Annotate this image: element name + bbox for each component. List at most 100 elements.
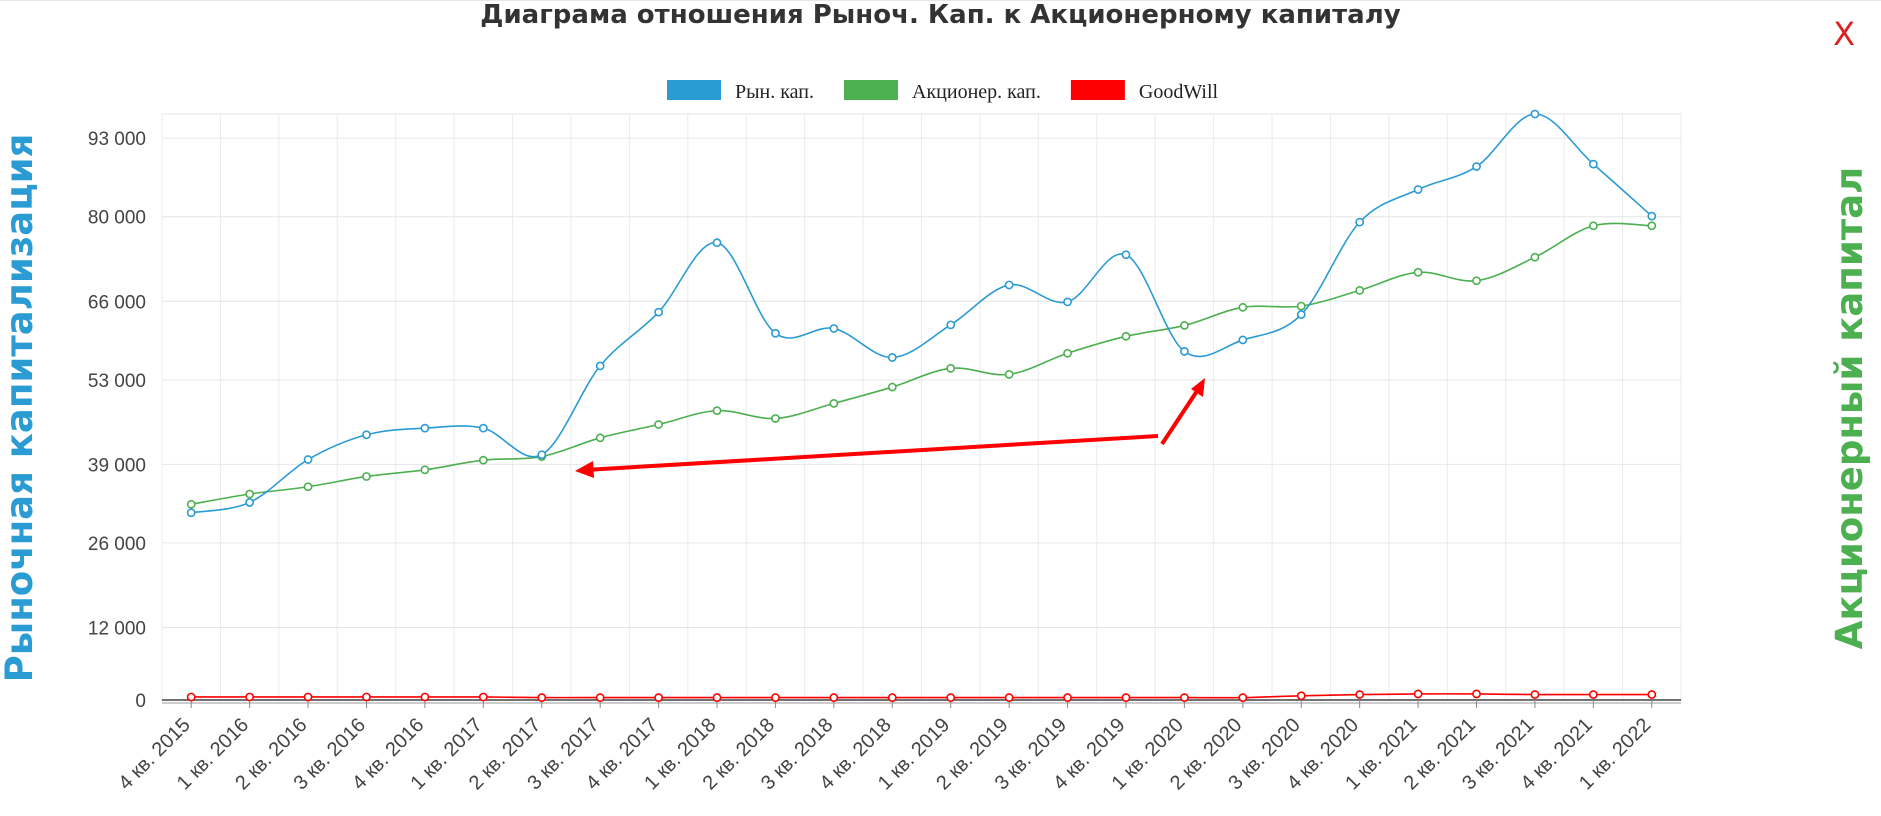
data-point[interactable] (1530, 109, 1540, 119)
data-point[interactable] (420, 465, 430, 475)
data-point[interactable] (771, 693, 780, 702)
y-tick-label: 66 000 (88, 292, 146, 313)
legend-swatch[interactable] (667, 80, 721, 100)
data-point[interactable] (1413, 267, 1423, 277)
data-point[interactable] (1238, 335, 1248, 345)
data-point[interactable] (829, 693, 839, 702)
data-point[interactable] (595, 693, 605, 702)
data-point[interactable] (186, 508, 196, 518)
annotation-arrow-long (584, 434, 1159, 472)
legend-label[interactable]: GoodWill (1139, 81, 1219, 103)
series-layer (186, 109, 1657, 702)
data-point[interactable] (303, 692, 313, 702)
data-point[interactable] (654, 420, 663, 429)
data-point[interactable] (887, 693, 897, 702)
data-point[interactable] (771, 414, 780, 423)
legend-label[interactable]: Рын. кап. (735, 81, 814, 103)
data-point[interactable] (1004, 693, 1014, 702)
legend-label[interactable]: Акционер. кап. (912, 81, 1041, 103)
data-point[interactable] (303, 455, 313, 464)
data-point[interactable] (537, 693, 547, 702)
data-point[interactable] (245, 498, 255, 507)
data-point[interactable] (1530, 690, 1540, 699)
data-point[interactable] (946, 320, 956, 330)
data-point[interactable] (1530, 252, 1540, 262)
annotation-arrows (575, 378, 1205, 478)
y-tick-label: 80 000 (88, 208, 146, 229)
data-point[interactable] (887, 382, 897, 392)
data-point[interactable] (245, 489, 255, 499)
data-point[interactable] (1180, 693, 1189, 702)
data-point[interactable] (1647, 690, 1657, 699)
data-point[interactable] (1647, 211, 1657, 221)
data-point[interactable] (245, 692, 255, 702)
data-point[interactable] (420, 692, 430, 702)
data-point[interactable] (946, 693, 956, 702)
y-tick-label: 26 000 (88, 534, 146, 555)
y-tick-label: 93 000 (88, 129, 146, 150)
data-point[interactable] (1413, 185, 1423, 194)
data-point[interactable] (712, 406, 722, 416)
data-point[interactable] (1472, 162, 1481, 171)
legend-swatch[interactable] (844, 80, 898, 100)
data-point[interactable] (712, 693, 722, 702)
data-point[interactable] (1121, 693, 1131, 702)
data-point[interactable] (1063, 348, 1072, 358)
data-point[interactable] (1063, 693, 1072, 702)
data-point[interactable] (654, 307, 663, 317)
data-point[interactable] (303, 482, 313, 492)
data-point[interactable] (1588, 159, 1598, 169)
data-point[interactable] (771, 328, 780, 338)
data-point[interactable] (186, 692, 196, 702)
data-point[interactable] (1472, 689, 1481, 699)
legend[interactable]: Рын. кап. Акционер. кап. GoodWill (667, 80, 1219, 103)
data-point[interactable] (1004, 369, 1014, 379)
data-point[interactable] (186, 499, 196, 509)
annotation-arrow-long-head (575, 461, 594, 478)
data-point[interactable] (1180, 347, 1189, 356)
data-point[interactable] (1238, 302, 1248, 312)
data-point[interactable] (362, 430, 371, 440)
data-point[interactable] (420, 423, 430, 433)
y-tick-label: 12 000 (88, 619, 146, 640)
annotation-arrow-short (1160, 386, 1201, 446)
annotation-arrow-short-head (1191, 378, 1205, 397)
data-point[interactable] (1296, 310, 1306, 319)
close-button[interactable]: X (1833, 15, 1855, 53)
data-point[interactable] (1238, 693, 1248, 702)
data-point[interactable] (1355, 217, 1365, 227)
data-point[interactable] (362, 472, 371, 481)
data-point[interactable] (478, 423, 488, 433)
data-point[interactable] (829, 398, 839, 408)
data-point[interactable] (1296, 301, 1306, 311)
data-point[interactable] (1121, 250, 1131, 260)
data-point[interactable] (1121, 331, 1131, 341)
y-tick-label: 53 000 (88, 371, 146, 392)
data-point[interactable] (829, 324, 839, 333)
data-point[interactable] (1355, 286, 1365, 295)
data-point[interactable] (1647, 221, 1657, 231)
data-point[interactable] (1413, 689, 1423, 699)
data-point[interactable] (887, 353, 897, 362)
data-point[interactable] (595, 361, 605, 371)
data-point[interactable] (1180, 321, 1189, 330)
y-tick-label: 0 (135, 691, 146, 712)
data-point[interactable] (1063, 297, 1072, 307)
data-point[interactable] (1296, 691, 1306, 701)
data-point[interactable] (946, 363, 956, 373)
data-point[interactable] (712, 238, 722, 248)
data-point[interactable] (595, 433, 605, 443)
data-point[interactable] (1355, 690, 1365, 699)
data-point[interactable] (1588, 221, 1598, 231)
data-point[interactable] (654, 693, 663, 702)
data-point[interactable] (1472, 276, 1481, 286)
data-point[interactable] (537, 450, 547, 460)
chart-title: Диаграма отношения Рыноч. Кап. к Акционе… (480, 0, 1401, 30)
data-point[interactable] (478, 692, 488, 702)
data-point[interactable] (478, 455, 488, 465)
data-point[interactable] (1004, 280, 1014, 290)
legend-swatch[interactable] (1070, 80, 1125, 100)
data-point[interactable] (362, 692, 371, 702)
data-point[interactable] (1588, 690, 1598, 699)
